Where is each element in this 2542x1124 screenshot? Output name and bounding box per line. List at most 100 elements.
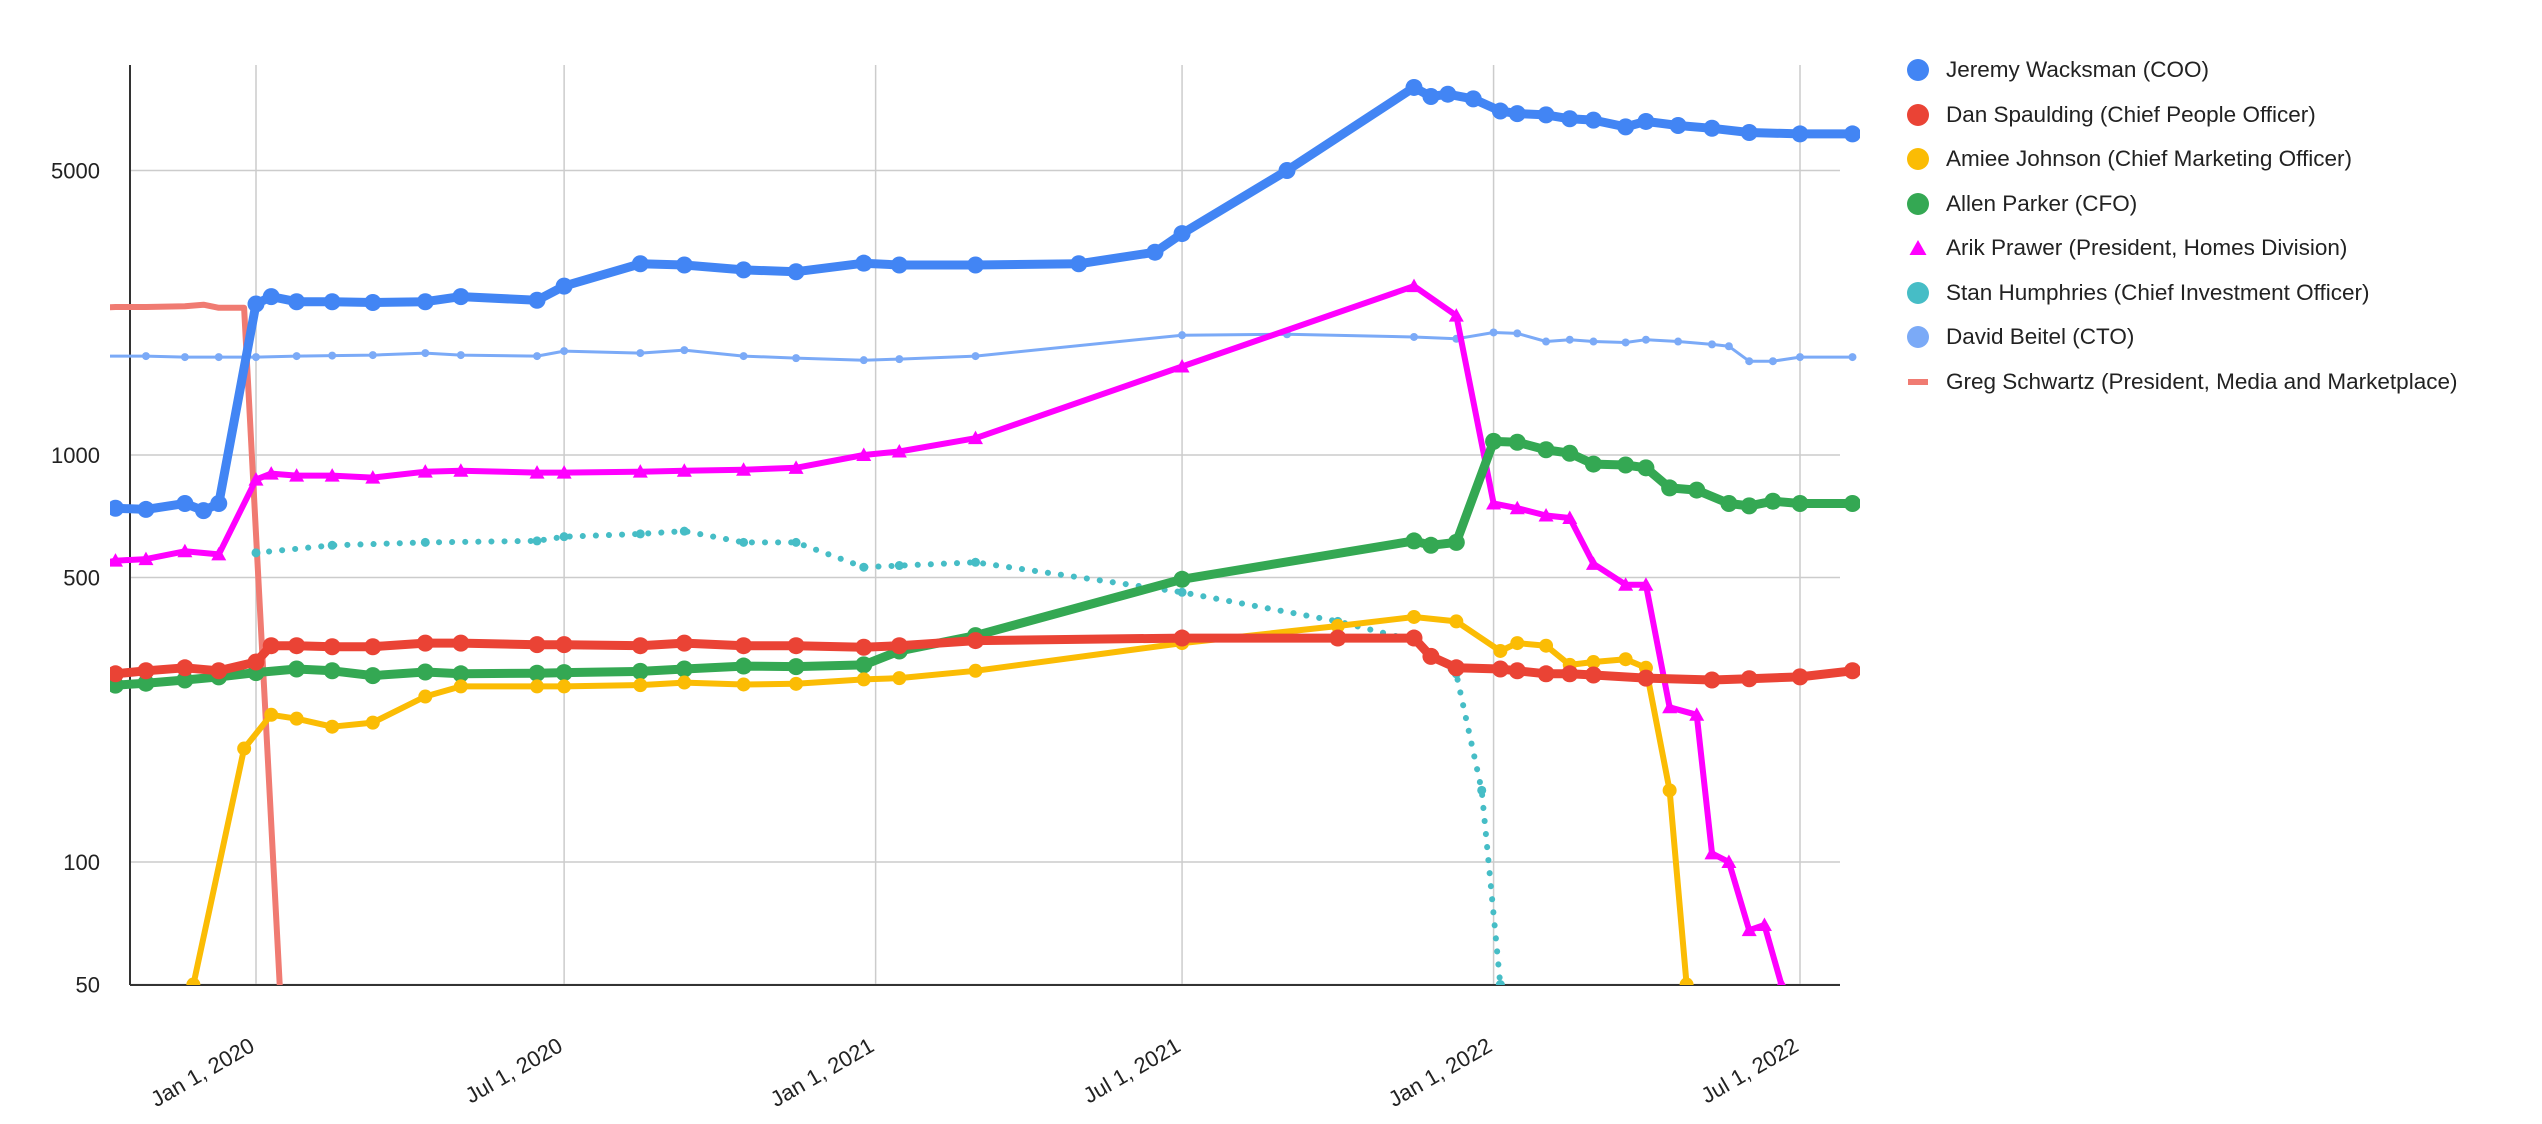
series-line bbox=[110, 301, 283, 985]
legend-item: Allen Parker (CFO) bbox=[1905, 182, 2457, 227]
legend-item: Greg Schwartz (President, Media and Mark… bbox=[1905, 360, 2457, 405]
data-point bbox=[418, 689, 433, 704]
data-point bbox=[560, 347, 569, 356]
data-point bbox=[421, 349, 430, 358]
data-point bbox=[1406, 278, 1422, 293]
data-point bbox=[1740, 123, 1758, 141]
data-point bbox=[289, 468, 305, 482]
data-point bbox=[792, 354, 801, 363]
data-point bbox=[533, 352, 542, 361]
data-point bbox=[1422, 647, 1440, 665]
data-point bbox=[1618, 577, 1634, 591]
data-point bbox=[288, 293, 306, 311]
data-point bbox=[532, 536, 542, 546]
legend-item: Dan Spaulding (Chief People Officer) bbox=[1905, 93, 2457, 138]
legend-label: Allen Parker (CFO) bbox=[1946, 190, 2138, 216]
data-point bbox=[1537, 665, 1555, 683]
data-point bbox=[1756, 917, 1772, 932]
data-point bbox=[1561, 444, 1579, 462]
data-point bbox=[1422, 536, 1440, 554]
data-point bbox=[1848, 353, 1857, 362]
data-point bbox=[1539, 638, 1554, 653]
data-point bbox=[210, 662, 228, 680]
data-point bbox=[365, 470, 381, 484]
data-point bbox=[417, 464, 433, 478]
data-point bbox=[1791, 495, 1809, 513]
data-point bbox=[1508, 105, 1526, 123]
data-point bbox=[288, 660, 306, 678]
x-tick-label: Jan 1, 2022 bbox=[1384, 1033, 1496, 1112]
data-point bbox=[1537, 441, 1555, 459]
series-line bbox=[110, 82, 1857, 516]
data-point bbox=[137, 662, 155, 680]
data-point bbox=[137, 674, 155, 692]
data-point bbox=[859, 356, 868, 365]
legend-item: Amiee Johnson (Chief Marketing Officer) bbox=[1905, 137, 2457, 182]
data-point bbox=[679, 526, 689, 536]
data-point bbox=[739, 352, 748, 361]
data-point bbox=[364, 293, 382, 311]
data-point bbox=[735, 261, 753, 279]
data-point bbox=[736, 462, 752, 476]
legend-item: Arik Prawer (President, Homes Division) bbox=[1905, 226, 2457, 271]
data-point bbox=[557, 679, 572, 694]
data-point bbox=[364, 667, 382, 685]
data-point bbox=[675, 634, 693, 652]
data-point bbox=[176, 495, 194, 513]
data-point bbox=[1637, 669, 1655, 687]
data-point bbox=[1447, 533, 1465, 551]
data-point bbox=[110, 499, 124, 517]
data-point bbox=[1745, 357, 1754, 366]
data-point bbox=[1584, 455, 1602, 473]
data-point bbox=[1584, 666, 1602, 684]
data-point bbox=[739, 537, 749, 547]
data-point bbox=[1278, 162, 1296, 180]
data-point bbox=[214, 353, 223, 362]
data-point bbox=[789, 676, 804, 691]
data-point bbox=[1448, 308, 1464, 322]
data-point bbox=[1585, 556, 1601, 570]
data-point bbox=[1173, 225, 1191, 243]
legend-label: Stan Humphries (Chief Investment Officer… bbox=[1946, 279, 2370, 305]
x-tick-label: Jan 1, 2021 bbox=[766, 1033, 878, 1112]
data-point bbox=[968, 430, 984, 445]
y-tick-label: 100 bbox=[63, 850, 100, 875]
y-tick-label: 5000 bbox=[51, 159, 100, 184]
legend-label: Amiee Johnson (Chief Marketing Officer) bbox=[1946, 146, 2352, 172]
data-point bbox=[141, 352, 150, 361]
data-point bbox=[1661, 479, 1679, 497]
data-point bbox=[364, 638, 382, 656]
data-point bbox=[788, 460, 804, 474]
data-point bbox=[1740, 497, 1758, 515]
data-point bbox=[248, 472, 264, 486]
data-point bbox=[416, 663, 434, 681]
data-point bbox=[1688, 481, 1706, 499]
data-point bbox=[967, 256, 985, 274]
data-point bbox=[1637, 459, 1655, 477]
x-tick-label: Jul 1, 2021 bbox=[1079, 1033, 1185, 1108]
legend: Jeremy Wacksman (COO) Dan Spaulding (Chie… bbox=[1905, 48, 2457, 404]
data-point bbox=[1508, 433, 1526, 451]
x-tick-label: Jan 1, 2020 bbox=[146, 1033, 258, 1112]
data-point bbox=[1707, 340, 1716, 349]
data-point bbox=[1407, 609, 1421, 624]
data-point bbox=[420, 537, 430, 547]
data-point bbox=[855, 656, 873, 674]
legend-label: Jeremy Wacksman (COO) bbox=[1946, 57, 2209, 83]
data-point bbox=[1178, 331, 1187, 340]
data-point bbox=[1439, 85, 1457, 103]
series-arik-prawer bbox=[110, 278, 1786, 985]
data-point bbox=[1509, 500, 1525, 515]
data-point bbox=[110, 665, 124, 683]
data-point bbox=[635, 529, 645, 539]
data-point bbox=[110, 553, 123, 567]
data-point bbox=[180, 353, 189, 362]
data-point bbox=[1491, 660, 1509, 678]
data-point bbox=[633, 678, 648, 693]
data-point bbox=[890, 637, 908, 655]
data-point bbox=[1764, 492, 1782, 510]
data-point bbox=[416, 634, 434, 652]
data-point bbox=[631, 255, 649, 273]
data-point bbox=[675, 660, 693, 678]
